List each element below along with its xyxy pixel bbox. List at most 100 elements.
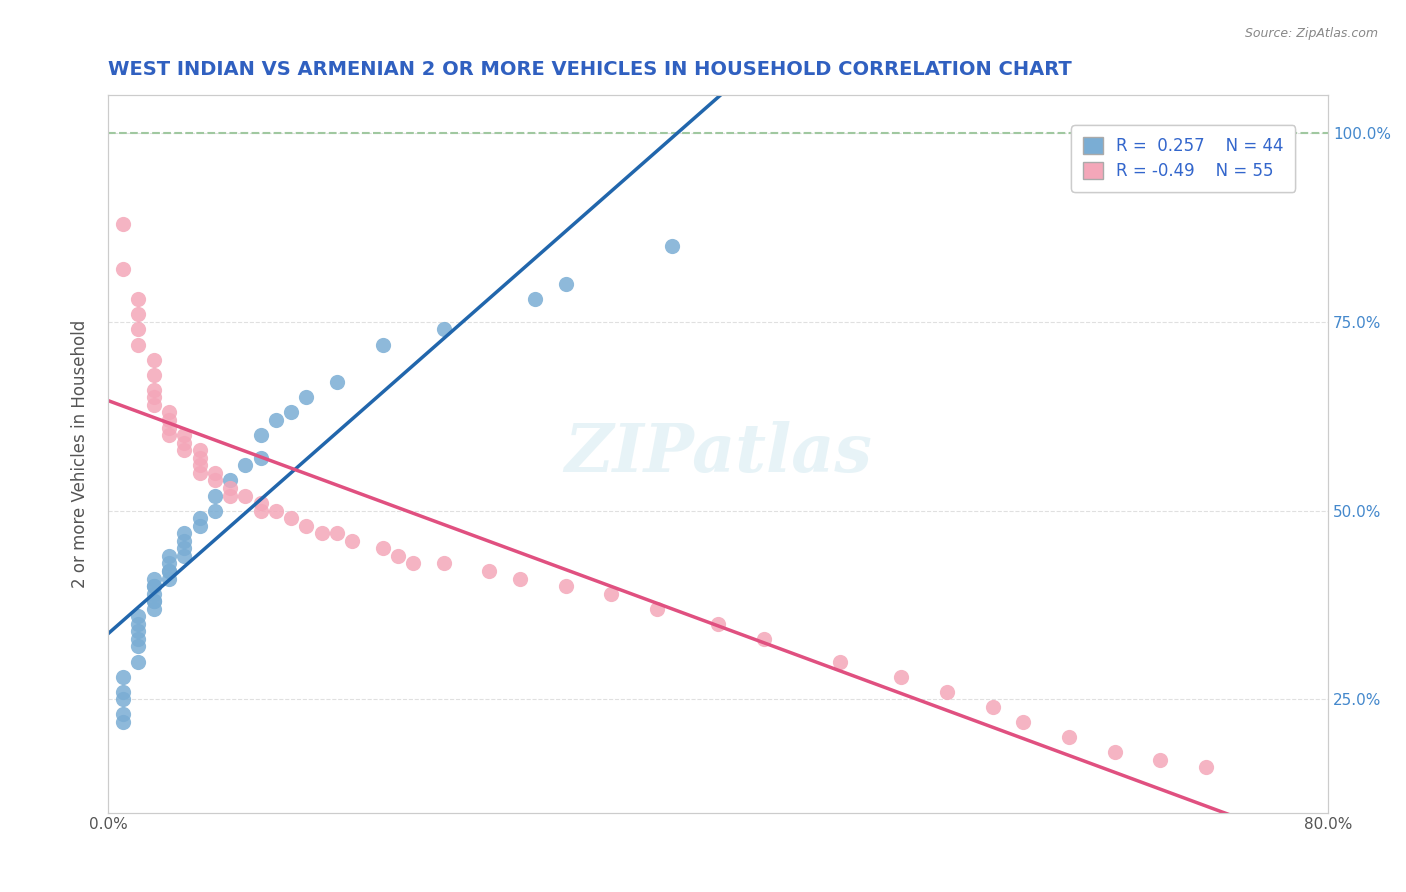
Point <box>326 526 349 541</box>
Point <box>173 428 195 442</box>
Point <box>128 655 150 669</box>
Point <box>478 564 501 578</box>
Point <box>173 435 195 450</box>
Point <box>264 503 287 517</box>
Point <box>935 685 957 699</box>
Point <box>128 307 150 321</box>
Point <box>142 594 165 608</box>
Point <box>280 511 302 525</box>
Point <box>157 420 180 434</box>
Point <box>326 376 349 390</box>
Y-axis label: 2 or more Vehicles in Household: 2 or more Vehicles in Household <box>72 320 89 588</box>
Point <box>280 405 302 419</box>
Point <box>295 390 318 404</box>
Text: ZIPatlas: ZIPatlas <box>564 422 872 486</box>
Point <box>188 443 211 458</box>
Point <box>112 217 135 231</box>
Point <box>249 428 271 442</box>
Legend: R =  0.257    N = 44, R = -0.49    N = 55: R = 0.257 N = 44, R = -0.49 N = 55 <box>1071 125 1295 192</box>
Point <box>128 632 150 646</box>
Point <box>142 579 165 593</box>
Point <box>1195 760 1218 774</box>
Point <box>981 699 1004 714</box>
Point <box>157 549 180 563</box>
Point <box>890 670 912 684</box>
Point <box>204 488 226 502</box>
Point <box>340 533 363 548</box>
Point <box>112 692 135 706</box>
Point <box>600 587 623 601</box>
Point <box>204 503 226 517</box>
Point <box>1104 745 1126 759</box>
Point <box>142 383 165 397</box>
Point <box>157 413 180 427</box>
Point <box>128 640 150 654</box>
Point <box>661 239 683 253</box>
Point <box>112 685 135 699</box>
Point <box>554 277 576 292</box>
Point <box>402 557 425 571</box>
Point <box>311 526 333 541</box>
Point <box>157 564 180 578</box>
Point <box>249 496 271 510</box>
Point <box>128 322 150 336</box>
Point <box>188 450 211 465</box>
Point <box>371 337 394 351</box>
Point <box>128 292 150 306</box>
Point <box>173 443 195 458</box>
Point <box>157 428 180 442</box>
Point <box>157 405 180 419</box>
Point <box>432 322 454 336</box>
Point <box>112 670 135 684</box>
Point <box>142 352 165 367</box>
Point <box>112 262 135 277</box>
Text: WEST INDIAN VS ARMENIAN 2 OR MORE VEHICLES IN HOUSEHOLD CORRELATION CHART: WEST INDIAN VS ARMENIAN 2 OR MORE VEHICL… <box>108 60 1071 78</box>
Point <box>157 557 180 571</box>
Point <box>828 655 851 669</box>
Point <box>1149 753 1171 767</box>
Point <box>128 616 150 631</box>
Point <box>142 601 165 615</box>
Point <box>233 458 256 473</box>
Point <box>157 572 180 586</box>
Point <box>142 594 165 608</box>
Point <box>371 541 394 556</box>
Point <box>188 458 211 473</box>
Point <box>1057 730 1080 744</box>
Point <box>219 481 242 495</box>
Point <box>142 579 165 593</box>
Point <box>142 390 165 404</box>
Point <box>173 533 195 548</box>
Point <box>173 549 195 563</box>
Point <box>188 518 211 533</box>
Point <box>524 292 547 306</box>
Point <box>509 572 531 586</box>
Point <box>752 632 775 646</box>
Point <box>204 474 226 488</box>
Point <box>157 564 180 578</box>
Point <box>128 609 150 624</box>
Point <box>142 398 165 412</box>
Text: Source: ZipAtlas.com: Source: ZipAtlas.com <box>1244 27 1378 40</box>
Point <box>112 707 135 722</box>
Point <box>219 488 242 502</box>
Point <box>142 572 165 586</box>
Point <box>645 601 668 615</box>
Point <box>188 511 211 525</box>
Point <box>128 624 150 639</box>
Point <box>219 474 242 488</box>
Point <box>249 450 271 465</box>
Point <box>554 579 576 593</box>
Point <box>204 466 226 480</box>
Point <box>128 337 150 351</box>
Point <box>387 549 409 563</box>
Point <box>188 466 211 480</box>
Point <box>142 587 165 601</box>
Point <box>233 488 256 502</box>
Point <box>295 518 318 533</box>
Point <box>173 541 195 556</box>
Point <box>112 714 135 729</box>
Point <box>173 526 195 541</box>
Point <box>432 557 454 571</box>
Point <box>707 616 730 631</box>
